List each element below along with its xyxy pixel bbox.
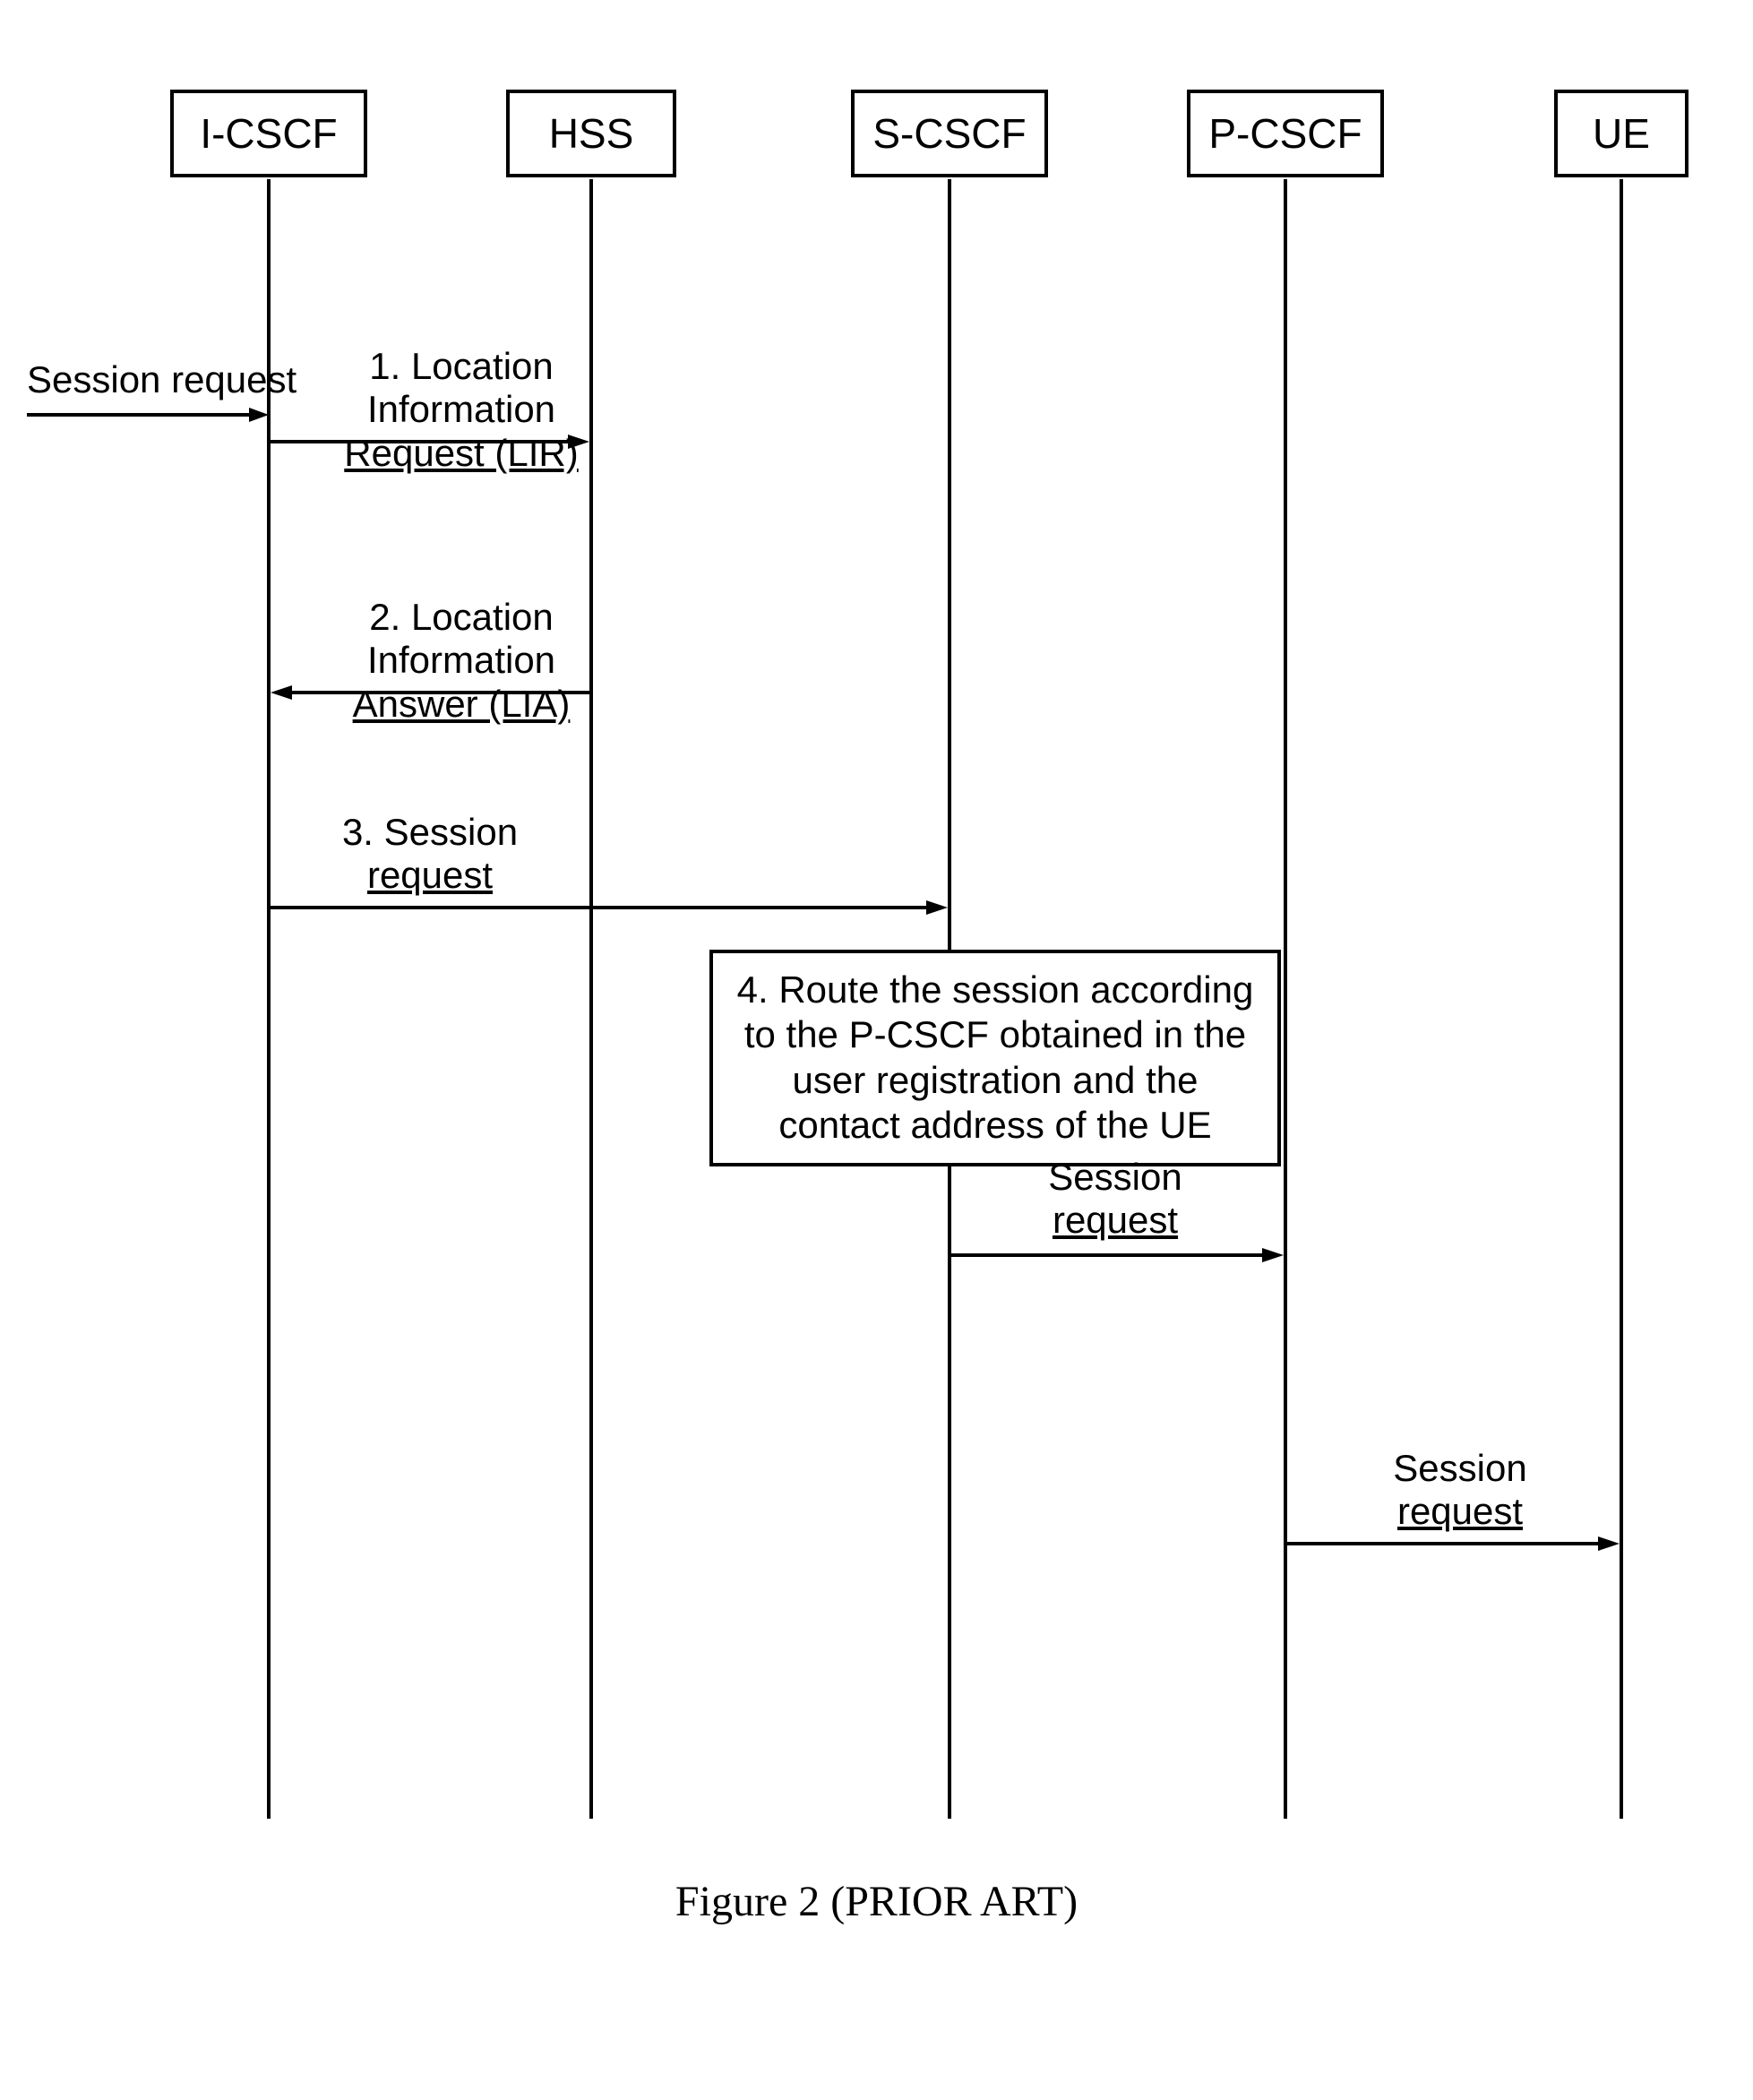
- actor-box-icscf: I-CSCF: [170, 90, 367, 177]
- label-m6: Session request: [1335, 1447, 1585, 1534]
- label-m2: 2. Location Information Answer (LIA): [273, 596, 649, 726]
- arrow-m6: [1287, 1536, 1623, 1554]
- label-incoming: Session request: [27, 358, 305, 401]
- label-m5: Session request: [990, 1156, 1241, 1243]
- lifeline-ue: [1620, 179, 1623, 1819]
- actor-box-ue: UE: [1554, 90, 1689, 177]
- arrow-m3: [271, 900, 951, 918]
- actor-box-scscf: S-CSCF: [851, 90, 1048, 177]
- label-m3: 3. Session request: [305, 811, 555, 898]
- arrow-m5: [951, 1248, 1287, 1266]
- arrow-m2: [271, 685, 593, 703]
- actor-box-pcscf: P-CSCF: [1187, 90, 1384, 177]
- actor-label: P-CSCF: [1208, 110, 1362, 157]
- figure-caption: Figure 2 (PRIOR ART): [0, 1877, 1753, 1926]
- label-m1: 1. Location Information Request (LIR): [273, 345, 649, 475]
- actor-label: UE: [1593, 110, 1650, 157]
- arrow-incoming: [27, 408, 273, 426]
- actor-box-hss: HSS: [506, 90, 676, 177]
- note-m4: 4. Route the session according to the P-…: [709, 950, 1281, 1166]
- actor-label: I-CSCF: [200, 110, 337, 157]
- lifeline-pcscf: [1284, 179, 1287, 1819]
- actor-label: S-CSCF: [872, 110, 1026, 157]
- actor-label: HSS: [549, 110, 634, 157]
- arrow-m1: [271, 435, 593, 452]
